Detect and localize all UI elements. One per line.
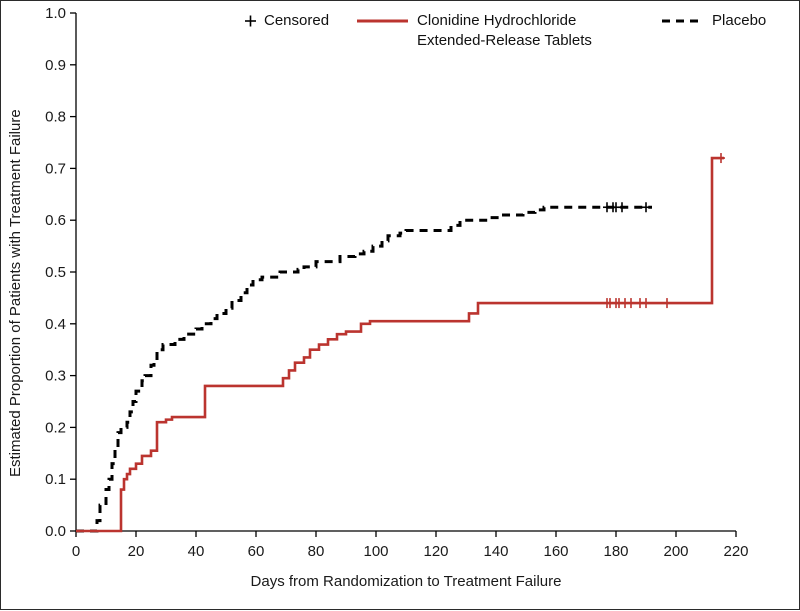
x-tick-label: 140 — [483, 543, 508, 560]
x-tick-label: 80 — [308, 543, 325, 560]
legend-item-clonidine: Clonidine Hydrochloride Extended-Release… — [355, 11, 635, 50]
x-tick-label: 180 — [603, 543, 628, 560]
y-tick-label: 0.0 — [45, 523, 66, 540]
series-line-placebo — [76, 205, 652, 533]
legend-item-placebo: Placebo — [661, 11, 766, 33]
y-tick-label: 0.9 — [45, 57, 66, 74]
y-tick-label: 0.5 — [45, 264, 66, 281]
y-tick-label: 0.8 — [45, 109, 66, 126]
censored-plus-icon — [245, 15, 256, 27]
legend-item-censored: Censored — [244, 11, 329, 33]
y-tick-label: 0.4 — [45, 316, 66, 333]
y-tick-label: 0.6 — [45, 212, 66, 229]
y-tick-label: 0.7 — [45, 160, 66, 177]
x-tick-label: 40 — [188, 543, 205, 560]
legend: Censored Clonidine Hydrochloride Extende… — [244, 11, 766, 50]
x-tick-label: 100 — [363, 543, 388, 560]
x-tick-label: 20 — [128, 543, 145, 560]
x-tick-label: 120 — [423, 543, 448, 560]
legend-label-placebo: Placebo — [712, 12, 767, 29]
y-tick-label: 0.2 — [45, 419, 66, 436]
x-tick-label: 0 — [72, 543, 80, 560]
y-tick-label: 0.1 — [45, 471, 66, 488]
x-tick-label: 200 — [663, 543, 688, 560]
legend-label-censored: Censored — [264, 12, 330, 29]
y-axis-title: Estimated Proportion of Patients with Tr… — [7, 109, 24, 478]
legend-label-clonidine: Clonidine Hydrochloride Extended-Release… — [417, 12, 592, 49]
x-axis-title: Days from Randomization to Treatment Fai… — [250, 573, 562, 590]
x-tick-label: 160 — [543, 543, 568, 560]
x-tick-label: 220 — [723, 543, 748, 560]
clonidine-line-swatch-icon — [357, 19, 409, 23]
y-tick-label: 1.0 — [45, 5, 66, 22]
y-tick-label: 0.3 — [45, 368, 66, 385]
series-line-clonidine — [76, 156, 724, 533]
x-tick-label: 60 — [248, 543, 265, 560]
placebo-line-swatch-icon — [662, 19, 705, 23]
